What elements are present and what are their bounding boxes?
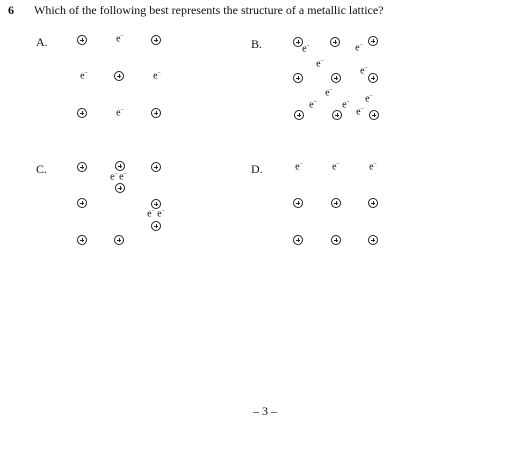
option-b-cation-icon: [368, 36, 378, 46]
option-d-cation-icon: [368, 198, 378, 208]
option-d-electron: e−: [332, 161, 340, 173]
option-b-electron: e−: [316, 58, 324, 70]
option-a-cation-icon: [77, 108, 87, 118]
option-b-electron: e−: [355, 42, 363, 54]
option-c-electron: e−: [119, 171, 127, 183]
option-b-label: B.: [251, 37, 263, 51]
option-c-electron: e−: [147, 208, 155, 220]
option-a-cation-icon: [151, 108, 161, 118]
option-d-cation-icon: [331, 235, 341, 245]
option-c-cation-icon: [77, 198, 87, 208]
option-b-cation-icon: [294, 110, 304, 120]
option-d-cation-icon: [368, 235, 378, 245]
option-b-cation-icon: [369, 110, 379, 120]
option-c-cation-icon: [114, 235, 124, 245]
option-a-cation-icon: [114, 71, 124, 81]
question-number: 6: [8, 3, 14, 17]
option-c-cation-icon: [151, 221, 161, 231]
option-a-cation-icon: [77, 35, 87, 45]
option-b-electron: e−: [325, 87, 333, 99]
option-b-cation-icon: [293, 73, 303, 83]
option-d-label: D.: [251, 162, 263, 176]
option-c-cation-icon: [115, 183, 125, 193]
option-c-cation-icon: [151, 199, 161, 209]
option-c-cation-icon: [77, 162, 87, 172]
option-a-electron: e−: [116, 107, 124, 119]
question-text: Which of the following best represents t…: [34, 3, 384, 17]
option-d-electron: e−: [369, 161, 377, 173]
option-d-cation-icon: [293, 198, 303, 208]
option-b-electron: e−: [309, 99, 317, 111]
option-a-electron: e−: [153, 70, 161, 82]
option-d-cation-icon: [331, 198, 341, 208]
option-b-electron: e−: [342, 99, 350, 111]
option-c-cation-icon: [115, 161, 125, 171]
option-b-cation-icon: [331, 73, 341, 83]
option-a-electron: e−: [80, 70, 88, 82]
page-number: – 3 –: [253, 404, 277, 418]
option-a-cation-icon: [151, 35, 161, 45]
option-a-label: A.: [36, 35, 48, 49]
option-d-electron: e−: [295, 161, 303, 173]
option-c-electron: e−: [157, 208, 165, 220]
option-b-electron: e−: [365, 93, 373, 105]
option-b-electron: e−: [356, 106, 364, 118]
option-b-cation-icon: [330, 37, 340, 47]
option-c-label: C.: [36, 162, 48, 176]
option-b-cation-icon: [368, 73, 378, 83]
option-b-electron: e−: [360, 65, 368, 77]
option-a-electron: e−: [116, 33, 124, 45]
option-b-cation-icon: [332, 110, 342, 120]
option-c-electron: e−: [110, 171, 118, 183]
option-b-electron: e−: [302, 43, 310, 55]
option-d-cation-icon: [293, 235, 303, 245]
option-c-cation-icon: [77, 235, 87, 245]
option-c-cation-icon: [151, 162, 161, 172]
option-b-cation-icon: [293, 37, 303, 47]
